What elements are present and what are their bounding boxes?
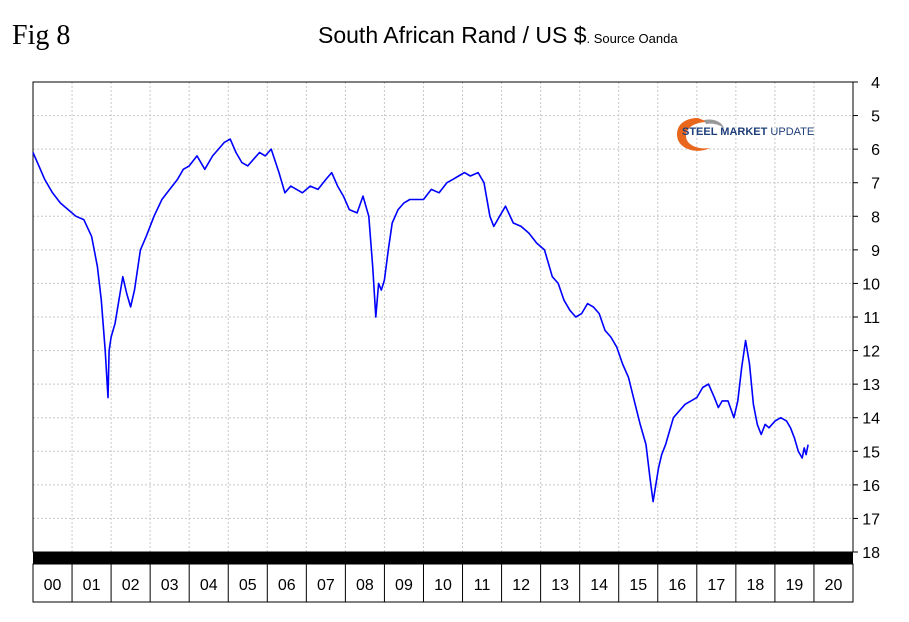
x-tick-label: 16	[668, 577, 686, 594]
y-tick-label: 5	[871, 109, 880, 126]
y-tick-label: 13	[862, 377, 880, 394]
x-tick-label: 10	[434, 577, 452, 594]
y-tick-label: 16	[862, 478, 880, 495]
chart-title: South African Rand / US $	[318, 22, 587, 48]
x-tick-label: 17	[707, 577, 725, 594]
y-tick-label: 4	[871, 75, 880, 92]
x-tick-label: 15	[629, 577, 647, 594]
x-tick-dividers	[71, 564, 854, 602]
x-tick-label: 07	[317, 577, 335, 594]
y-tick-label: 8	[871, 209, 880, 226]
swoosh-icon	[676, 118, 710, 151]
chart-subtitle: . Source Oanda	[586, 31, 678, 46]
y-axis-ticks: 4 5 6 7 8 9 10 11 12 13 14 15 16 17 18	[853, 75, 880, 562]
x-axis-ticks: 00 01 02 03 04 05 06 07 08 09 10 11 12 13 14 15 16 17 18 19…	[44, 577, 843, 594]
x-tick-label: 09	[395, 577, 413, 594]
series-lines	[32, 138, 809, 503]
x-tick-label: 06	[278, 577, 296, 594]
logo-text-bold: STEEL MARKET	[682, 126, 768, 138]
logo-text-light: UPDATE	[767, 126, 814, 138]
y-tick-label: 6	[871, 142, 880, 159]
y-tick-label: 11	[863, 310, 880, 327]
y-tick-label: 14	[862, 411, 880, 428]
x-tick-label: 01	[83, 577, 101, 594]
y-tick-label: 17	[862, 511, 880, 528]
figure-label: Fig 8	[12, 20, 71, 51]
grid	[33, 82, 854, 552]
chart-title-wrap: South African Rand / US $. Source Oanda	[318, 22, 678, 49]
x-tick-label: 05	[239, 577, 257, 594]
x-tick-label: 02	[122, 577, 140, 594]
swoosh-accent-icon	[704, 119, 724, 128]
x-tick-label: 00	[44, 577, 62, 594]
x-tick-label: 14	[590, 577, 608, 594]
x-tick-label: 11	[474, 577, 491, 594]
x-tick-label: 20	[825, 577, 843, 594]
y-tick-label: 9	[871, 243, 880, 260]
x-axis-band	[33, 552, 853, 564]
logo-text: STEEL MARKET UPDATE	[682, 126, 814, 138]
x-tick-label: 13	[551, 577, 569, 594]
x-tick-label: 18	[746, 577, 764, 594]
y-tick-label: 15	[862, 444, 880, 461]
y-tick-label: 10	[862, 276, 880, 293]
x-tick-label: 03	[161, 577, 179, 594]
series-line	[32, 138, 809, 503]
y-tick-label: 18	[862, 545, 880, 562]
x-tick-label: 04	[200, 577, 218, 594]
x-tick-label: 08	[356, 577, 374, 594]
y-tick-label: 12	[862, 344, 880, 361]
x-tick-label: 12	[512, 577, 530, 594]
y-tick-label: 7	[871, 176, 880, 193]
x-tick-label: 19	[786, 577, 804, 594]
steel-market-update-logo: STEEL MARKET UPDATE	[676, 118, 814, 151]
